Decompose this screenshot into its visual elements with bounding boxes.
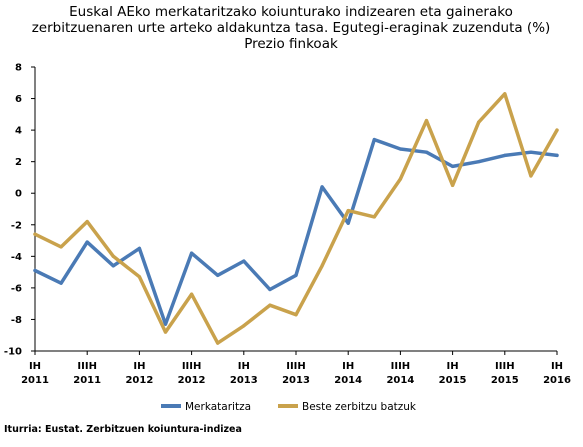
x-tick-label-year: 2011: [21, 375, 49, 386]
data-point: [59, 245, 63, 249]
data-point: [59, 281, 63, 285]
y-tick-label: -2: [11, 220, 22, 231]
data-point: [190, 251, 194, 255]
chart-title: Euskal AEko merkataritzako koiunturako i…: [32, 4, 551, 52]
x-tick-label-year: 2015: [439, 375, 467, 386]
data-point: [477, 120, 481, 124]
data-point: [346, 221, 350, 225]
data-point: [137, 246, 141, 251]
x-tick-label-year: 2014: [386, 375, 414, 386]
data-point: [320, 264, 324, 268]
x-tick-label-year: 2015: [491, 375, 519, 386]
series-line-2: [33, 92, 559, 345]
chart-title-line: Prezio finkoak: [244, 36, 338, 52]
data-point: [398, 147, 402, 151]
x-tick-label-period: IIIH: [77, 361, 97, 372]
x-tick-label-year: 2011: [73, 375, 101, 386]
x-tick-label-period: IH: [29, 361, 41, 372]
y-tick-label: 8: [15, 63, 22, 74]
data-point: [242, 324, 246, 328]
chart-title-line: zerbitzuenaren urte arteko aldakuntza ta…: [32, 20, 551, 36]
data-point: [216, 273, 220, 277]
y-tick-label: 0: [15, 189, 22, 200]
y-tick-label: -6: [11, 283, 22, 294]
data-point: [111, 264, 115, 268]
data-point: [398, 177, 402, 181]
y-tick-label: 6: [15, 94, 22, 105]
x-tick-label-period: IIIH: [286, 361, 306, 372]
data-point: [424, 119, 429, 123]
series-line-1: [33, 137, 559, 326]
legend-label: Merkataritza: [185, 401, 251, 413]
data-point: [424, 150, 429, 154]
data-point: [555, 128, 559, 132]
y-axis: 8 6 4 2 0 -2 -4 -6 -8 -10: [4, 63, 36, 358]
x-tick-label-year: 2012: [125, 375, 153, 386]
data-point: [451, 164, 455, 168]
data-point: [163, 330, 168, 334]
data-point: [137, 275, 141, 279]
legend-label: Beste zerbitzu batzuk: [302, 401, 417, 413]
data-point: [242, 259, 246, 263]
data-point: [33, 268, 37, 273]
data-point: [372, 215, 376, 219]
x-tick-label-year: 2012: [178, 375, 206, 386]
data-point: [529, 174, 533, 178]
y-tick-label: -4: [11, 252, 22, 263]
data-point: [372, 137, 376, 142]
data-point: [268, 287, 272, 292]
x-axis: IH 2011 IIIH 2011 IH 2012 IIIH 2012 IH 2013 IIIH 20…: [21, 350, 571, 386]
y-tick-label: 4: [15, 126, 22, 137]
data-point: [190, 292, 194, 296]
data-point: [503, 92, 507, 96]
x-tick-label-period: IH: [238, 361, 250, 372]
data-point: [85, 220, 89, 224]
y-tick-label: 2: [15, 157, 22, 168]
data-point: [477, 160, 481, 164]
data-point: [294, 273, 298, 277]
legend: Merkataritza Beste zerbitzu batzuk: [161, 401, 417, 413]
plot-area: [33, 92, 559, 345]
data-point: [111, 254, 115, 258]
y-tick-label: -10: [4, 347, 22, 358]
x-tick-label-year: 2014: [334, 375, 362, 386]
x-tick-label-year: 2013: [230, 375, 258, 386]
x-tick-label-period: IH: [133, 361, 145, 372]
x-tick-label-period: IH: [342, 361, 354, 372]
chart-title-line: Euskal AEko merkataritzako koiunturako i…: [69, 4, 513, 20]
data-point: [163, 322, 168, 326]
data-point: [268, 303, 272, 307]
data-point: [529, 150, 533, 154]
x-tick-label-period: IIIH: [495, 361, 515, 372]
x-tick-label-period: IH: [551, 361, 563, 372]
x-tick-label-year: 2016: [543, 375, 571, 386]
data-point: [320, 185, 324, 189]
x-tick-label-period: IIIH: [391, 361, 411, 372]
x-tick-label-year: 2013: [282, 375, 310, 386]
data-point: [346, 208, 350, 213]
data-point: [503, 153, 507, 157]
x-tick-label-period: IH: [447, 361, 459, 372]
y-tick-label: -8: [11, 315, 22, 326]
data-point: [294, 313, 298, 317]
data-point: [85, 240, 89, 244]
data-point: [451, 183, 455, 187]
data-point: [216, 341, 220, 345]
data-point: [555, 153, 559, 157]
x-tick-label-period: IIIH: [182, 361, 202, 372]
data-point: [33, 232, 37, 236]
source-note: Iturria: Eustat. Zerbitzuen koiuntura-in…: [4, 424, 242, 435]
